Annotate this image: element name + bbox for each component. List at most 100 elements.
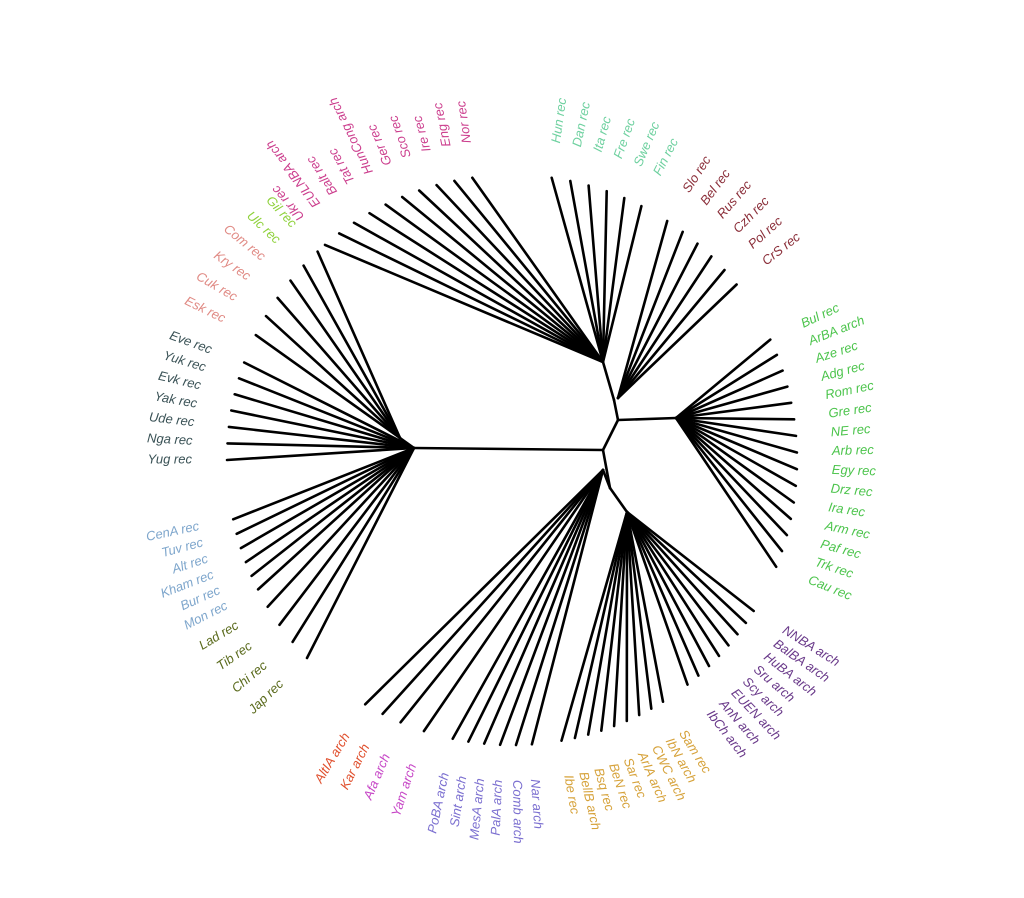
tree-branch [674,338,772,420]
tree-branch [674,416,793,521]
tree-branch [422,468,605,733]
tree-branch [625,510,665,704]
tree-trunk-segment [608,486,629,514]
tree-branch [514,468,605,747]
tip-label: Egy rec [832,462,877,478]
tip-label: Arb rec [831,442,875,458]
tree-branch [674,416,798,488]
tree-trunk-segment [412,446,605,452]
tree-trunk-segment [601,360,616,402]
tree-branch [601,204,643,364]
tree-branch [674,416,796,421]
tree-branch [316,250,402,440]
tree-branch [625,510,689,686]
tip-label: Eng rec [430,101,454,148]
tree-branch [470,176,605,364]
tree-branch [560,510,629,743]
tree-branch [227,425,416,450]
tree-branch [586,510,629,736]
tree-branch [226,442,416,450]
tree-branch [625,510,756,613]
tree-branch [231,446,416,521]
tree-branch [363,468,605,706]
tip-label: Drz rec [830,481,874,500]
tree-branch [230,409,416,450]
tree-branch [674,385,789,420]
tree-branch [453,179,605,364]
tree-branch [625,510,700,677]
tree-branch [451,468,605,741]
tree-branch [291,446,416,644]
tree-branch [467,468,605,743]
tree-trunk-segment [612,398,620,422]
tree-branch [399,468,605,724]
tree-branch [530,468,605,746]
tree-branch [256,446,416,591]
tree-trunk-segment [601,468,612,490]
tip-label: Nor rec [453,100,474,145]
tree-branch [305,446,416,660]
tree-branch [625,510,730,647]
tree-branch [601,189,609,364]
tree-branch [674,416,778,569]
tip-label: Gre rec [827,400,873,421]
tree-branch [599,510,629,733]
tree-branch [302,264,402,440]
tree-branch [352,221,605,364]
tip-label: Sint arch [447,775,470,828]
tip-label: Esk rec [183,293,229,326]
tree-branch [674,416,789,537]
tip-label: Nga rec [147,430,194,448]
tree-branch [674,353,779,420]
tip-label: MesA arch [466,778,487,841]
tree-branch [323,243,605,364]
tip-label: Dan rec [569,100,593,148]
tip-label: Ude rec [148,409,195,429]
tree-branch [550,176,605,364]
tree-trunk-segment [616,416,678,422]
tree-branch [616,283,738,400]
tree-branch [482,468,605,745]
tree-trunk-segment [601,418,620,452]
tip-label: Comb arch [510,780,526,844]
tip-label: Yak rec [153,388,199,410]
tree-branch [674,416,784,553]
tip-label: Ira rec [827,499,866,519]
tip-label: Ita rec [590,114,614,153]
tree-branch [381,468,605,716]
tree-branch [435,183,605,364]
tree-branch [233,392,416,450]
tree-branches [225,176,799,747]
tree-branch [242,361,416,450]
tip-label: Ire rec [409,114,433,154]
tree-branch [616,268,726,400]
tree-branch [616,230,685,400]
tree-branch [400,195,605,364]
tree-branch [674,416,796,504]
tree-branch [674,369,784,420]
tree-branch [674,401,793,420]
tree-branch [244,446,416,564]
tree-branch [235,446,416,536]
tree-branch [266,446,416,609]
tree-branch [625,510,711,668]
tree-branch [674,416,799,471]
tree-branch [674,416,799,454]
tree-branch [254,333,402,440]
tree-branch [337,232,605,364]
tree-branch [674,416,798,438]
tree-branch [239,446,416,550]
tree-branch [601,196,626,364]
tree-branch [625,510,748,625]
tree-branch [289,279,402,440]
tip-label: Nar arch [528,779,546,830]
tip-label: NE rec [830,421,871,439]
tip-label: Ibe rec [561,774,583,816]
tree-branch [616,219,669,400]
tip-label: PalA arch [488,779,505,835]
tree-branch [278,446,416,627]
tree-branch [625,510,739,636]
tree-branch [384,203,605,364]
